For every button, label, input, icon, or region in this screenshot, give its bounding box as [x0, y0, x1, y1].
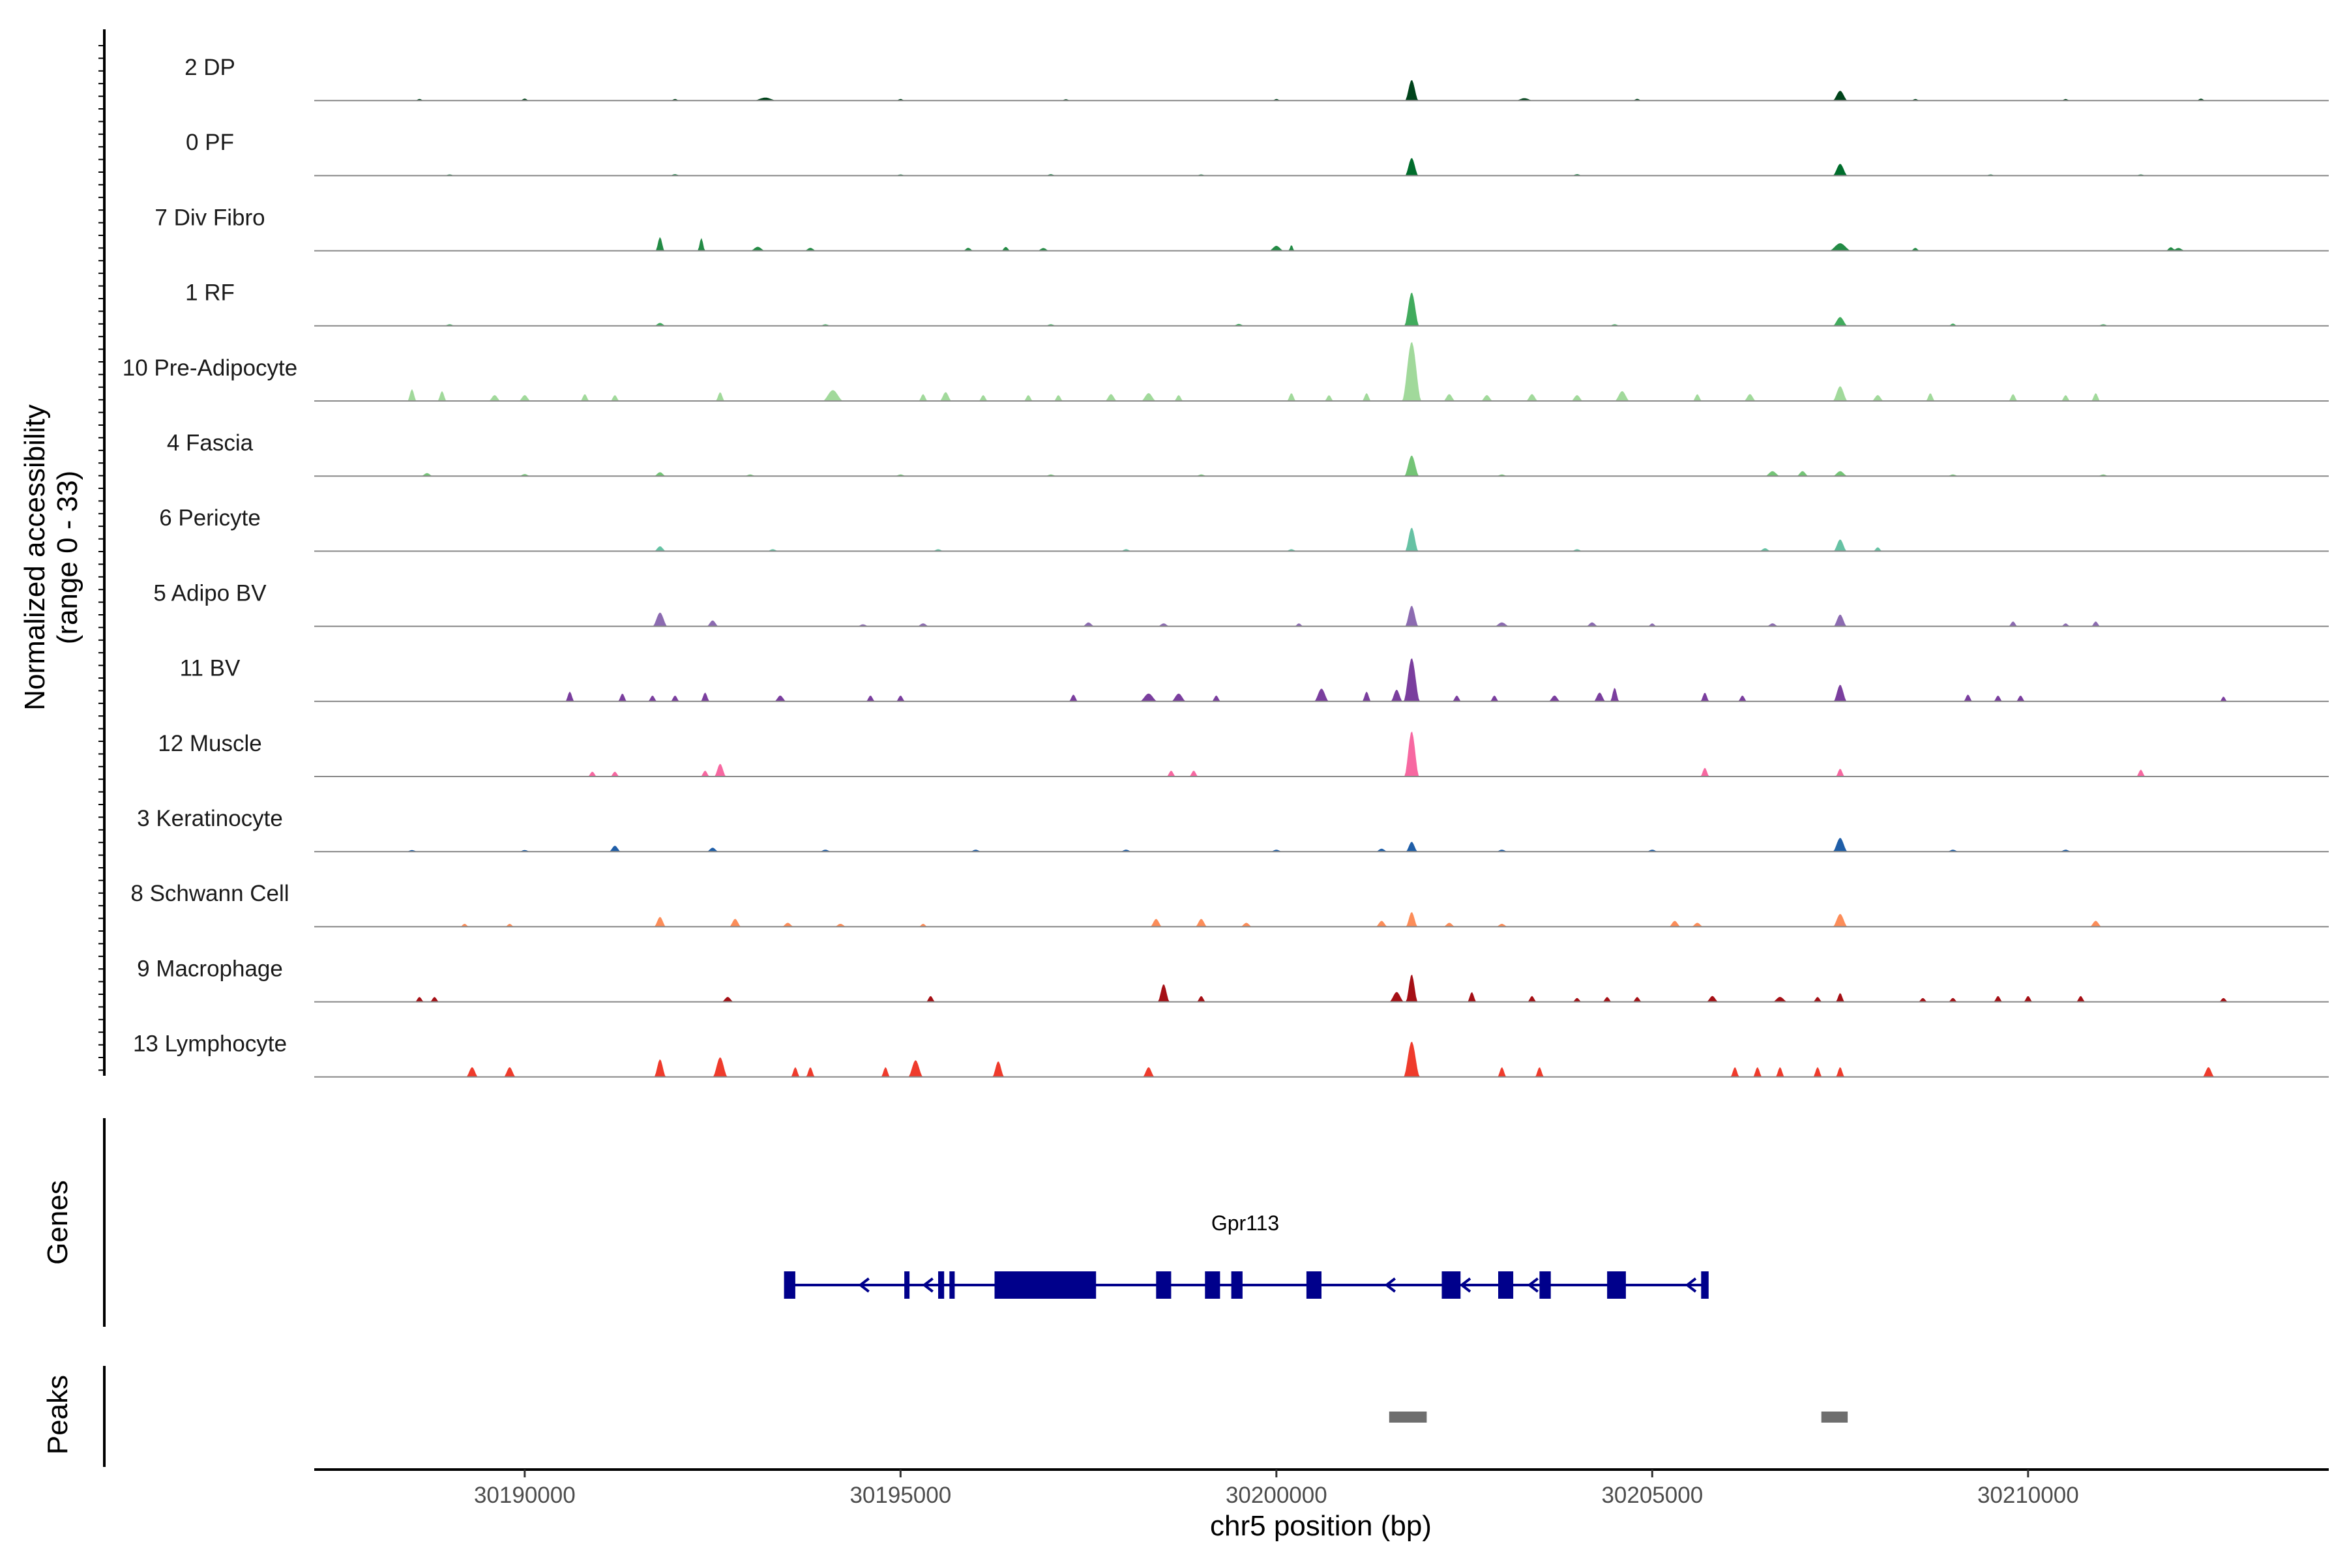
coverage-tracks: 2 DP 0 PF 7 Div Fibro 1 RF 10 Pre-Adipocyte 4… — [123, 55, 2329, 1078]
gene-exon — [1156, 1271, 1172, 1299]
genes-track — [103, 1118, 1709, 1327]
gene-exon — [949, 1271, 955, 1299]
strand-arrow-icon — [858, 1277, 870, 1293]
track-label: 0 PF — [186, 130, 234, 155]
gene-name-label: Gpr113 — [1211, 1211, 1279, 1235]
track-12-muscle: 12 Muscle — [158, 731, 2329, 777]
peak-region — [1821, 1412, 1848, 1423]
strand-arrow-icon — [1685, 1277, 1697, 1293]
y-axis-title-range: (range 0 - 33) — [52, 471, 83, 645]
track-label: 12 Muscle — [158, 731, 262, 756]
track-10-pre-adipocyte: 10 Pre-Adipocyte — [123, 342, 2329, 402]
track-7-div-fibro: 7 Div Fibro — [155, 205, 2329, 252]
track-label: 10 Pre-Adipocyte — [123, 355, 297, 381]
x-axis-title: chr5 position (bp) — [1210, 1510, 1432, 1542]
track-label: 13 Lymphocyte — [133, 1031, 287, 1057]
coverage-y-axis — [98, 29, 106, 1076]
track-label: 3 Keratinocyte — [137, 806, 283, 831]
x-tick-label: 30205000 — [1601, 1483, 1703, 1508]
gene-exon — [1441, 1271, 1461, 1299]
track-8-schwann-cell: 8 Schwann Cell — [130, 881, 2329, 928]
x-axis: 30190000 30195000 30200000 30205000 30210000 — [314, 1468, 2329, 1508]
track-2-dp: 2 DP — [185, 55, 2329, 102]
track-label: 11 BV — [180, 656, 241, 681]
gene-exon — [1701, 1271, 1709, 1299]
track-label: 4 Fascia — [167, 430, 254, 456]
peak-region — [1389, 1412, 1427, 1423]
x-tick-label: 30210000 — [1977, 1483, 2079, 1508]
gene-exon — [1498, 1271, 1514, 1299]
x-tick-label: 30200000 — [1226, 1483, 1327, 1508]
gene-exon — [1205, 1271, 1220, 1299]
track-5-adipo-bv: 5 Adipo BV — [153, 580, 2329, 627]
track-11-bv: 11 BV — [180, 656, 2329, 702]
track-label: 2 DP — [185, 55, 235, 80]
track-label: 7 Div Fibro — [155, 205, 265, 230]
track-1-rf: 1 RF — [185, 280, 2329, 327]
gene-exon — [904, 1271, 910, 1299]
strand-arrow-icon — [1459, 1277, 1471, 1293]
track-0-pf: 0 PF — [186, 130, 2329, 177]
gene-exon — [994, 1271, 1097, 1299]
gene-exon — [784, 1271, 795, 1299]
track-6-pericyte: 6 Pericyte — [159, 505, 2329, 552]
gene-exon — [1539, 1271, 1551, 1299]
gene-exon — [1607, 1271, 1626, 1299]
peaks-track-label: Peaks — [42, 1375, 74, 1455]
strand-arrow-icon — [1527, 1277, 1539, 1293]
gene-exon — [1306, 1271, 1321, 1299]
track-4-fascia: 4 Fascia — [167, 430, 2329, 477]
coverage-area-11-bv — [314, 658, 2329, 702]
track-9-macrophage: 9 Macrophage — [137, 956, 2329, 1003]
peaks-track — [103, 1366, 1848, 1467]
track-label: 6 Pericyte — [159, 505, 261, 531]
gene-exon — [938, 1271, 945, 1299]
track-label: 5 Adipo BV — [153, 580, 267, 606]
track-13-lymphocyte: 13 Lymphocyte — [133, 1031, 2329, 1078]
gene-exon — [1231, 1271, 1243, 1299]
track-label: 9 Macrophage — [137, 956, 283, 981]
track-3-keratinocyte: 3 Keratinocyte — [137, 806, 2329, 853]
track-label: 8 Schwann Cell — [130, 881, 289, 906]
genes-track-label: Genes — [42, 1180, 74, 1265]
strand-arrow-icon — [1384, 1277, 1396, 1293]
x-tick-label: 30190000 — [474, 1483, 576, 1508]
track-label: 1 RF — [185, 280, 235, 306]
strand-arrow-icon — [922, 1277, 934, 1293]
y-axis-title: Normalized accessibility — [19, 404, 51, 710]
x-tick-label: 30195000 — [849, 1483, 951, 1508]
